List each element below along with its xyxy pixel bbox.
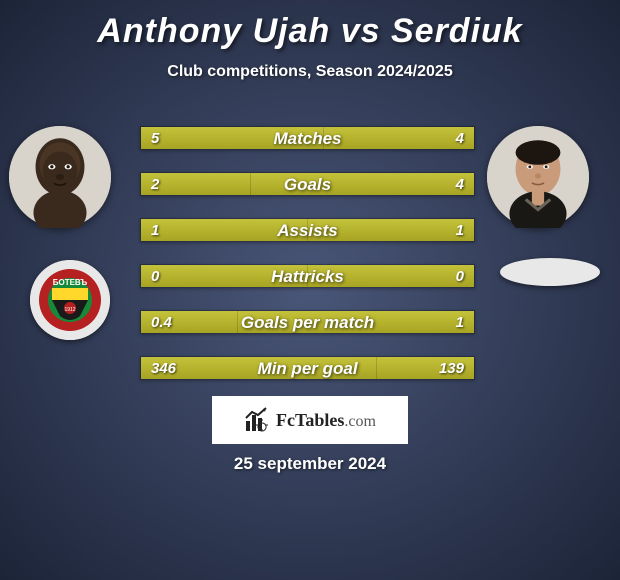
brand-suffix: .com: [344, 413, 376, 430]
stat-row: 5 Matches 4: [140, 126, 475, 150]
stat-row: 1 Assists 1: [140, 218, 475, 242]
brand-text: FcTables.com: [276, 410, 376, 431]
stat-value-right: 139: [439, 357, 464, 381]
stat-label: Matches: [141, 127, 474, 151]
brand-logo-icon: [244, 407, 270, 433]
stat-row: 346 Min per goal 139: [140, 356, 475, 380]
date-text: 25 september 2024: [0, 454, 620, 474]
stat-label: Assists: [141, 219, 474, 243]
stat-value-right: 4: [456, 173, 464, 197]
svg-text:БОТЕВЪ: БОТЕВЪ: [53, 278, 88, 287]
page-title: Anthony Ujah vs Serdiuk: [0, 0, 620, 51]
club-left-badge: БОТЕВЪ 1912: [30, 260, 110, 340]
stat-row: 0.4 Goals per match 1: [140, 310, 475, 334]
stat-label: Min per goal: [141, 357, 474, 381]
stat-value-right: 1: [456, 311, 464, 335]
player-left-avatar: [9, 126, 111, 228]
svg-text:1912: 1912: [64, 307, 75, 313]
stat-label: Hattricks: [141, 265, 474, 289]
player-right-face-icon: [487, 126, 589, 228]
stat-value-right: 0: [456, 265, 464, 289]
stat-row: 2 Goals 4: [140, 172, 475, 196]
club-right-badge: [500, 258, 600, 286]
player-right-avatar: [487, 126, 589, 228]
brand-box: FcTables.com: [212, 396, 408, 444]
stats-bars: 5 Matches 4 2 Goals 4 1 Assists 1 0 Hatt…: [140, 126, 475, 402]
club-left-crest-icon: БОТЕВЪ 1912: [30, 260, 110, 340]
stat-label: Goals per match: [141, 311, 474, 335]
stat-value-right: 4: [456, 127, 464, 151]
stat-label: Goals: [141, 173, 474, 197]
subtitle: Club competitions, Season 2024/2025: [0, 63, 620, 81]
player-left-face-icon: [9, 126, 111, 228]
stat-value-right: 1: [456, 219, 464, 243]
brand-name: FcTables: [276, 410, 344, 430]
stat-row: 0 Hattricks 0: [140, 264, 475, 288]
